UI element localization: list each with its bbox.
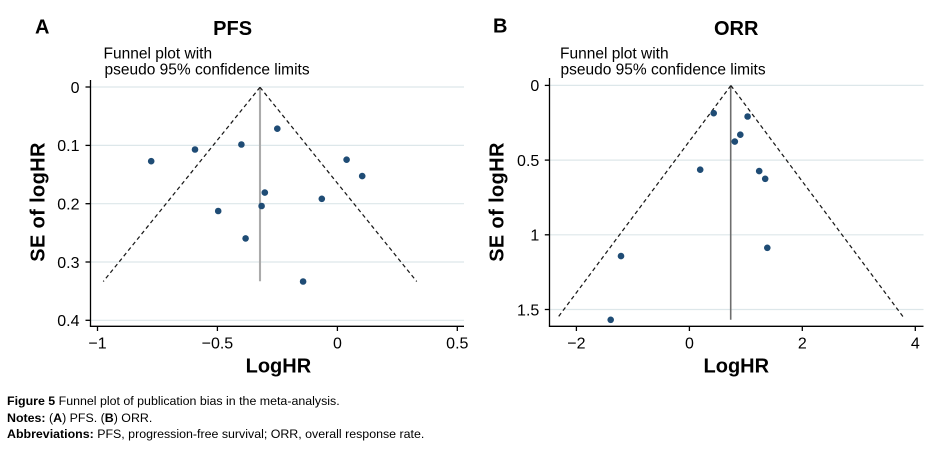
- svg-text:−0.5: −0.5: [202, 335, 234, 352]
- svg-text:B: B: [493, 16, 507, 38]
- svg-text:PFS: PFS: [213, 18, 252, 40]
- svg-text:Funnel plot with: Funnel plot with: [104, 45, 213, 62]
- svg-text:SE of logHR: SE of logHR: [28, 142, 50, 262]
- svg-text:0.3: 0.3: [57, 255, 79, 272]
- svg-text:0.2: 0.2: [57, 197, 79, 214]
- svg-text:0: 0: [530, 78, 539, 95]
- svg-text:0.5: 0.5: [517, 153, 539, 170]
- svg-text:LogHR: LogHR: [246, 355, 312, 377]
- svg-text:LogHR: LogHR: [704, 356, 770, 378]
- svg-text:0: 0: [71, 80, 80, 97]
- svg-text:pseudo 95% confidence limits: pseudo 95% confidence limits: [105, 61, 310, 78]
- svg-text:−2: −2: [567, 335, 585, 352]
- svg-text:0.1: 0.1: [57, 138, 79, 155]
- svg-text:0: 0: [685, 335, 694, 352]
- svg-text:A: A: [35, 17, 49, 39]
- svg-text:2: 2: [798, 335, 807, 352]
- svg-text:0.4: 0.4: [57, 313, 79, 330]
- svg-text:1.5: 1.5: [517, 302, 539, 319]
- svg-text:Funnel plot with: Funnel plot with: [560, 45, 669, 62]
- svg-text:1: 1: [530, 228, 539, 245]
- svg-text:−1: −1: [88, 335, 106, 352]
- svg-text:0.5: 0.5: [446, 335, 468, 352]
- svg-text:0: 0: [333, 335, 342, 352]
- svg-text:pseudo 95% confidence limits: pseudo 95% confidence limits: [561, 61, 766, 78]
- svg-text:SE of logHR: SE of logHR: [487, 142, 509, 262]
- svg-text:4: 4: [911, 335, 920, 352]
- svg-text:ORR: ORR: [714, 18, 759, 40]
